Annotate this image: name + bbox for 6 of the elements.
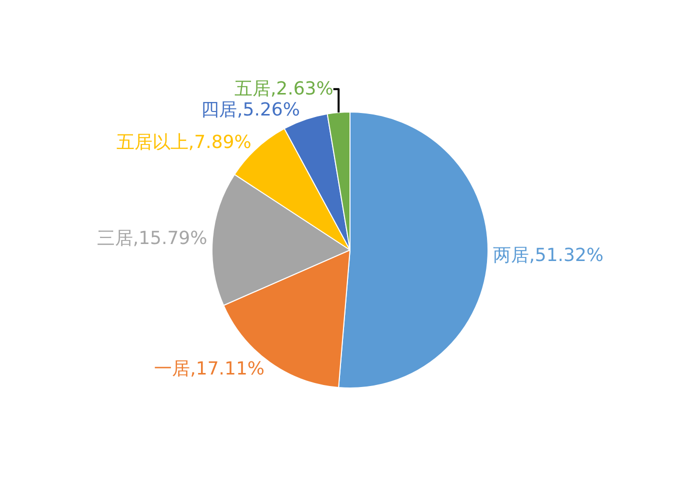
slice-label: 两居,51.32%	[493, 245, 604, 266]
slice-label: 五居以上,7.89%	[116, 132, 252, 154]
slice-label: 三居,15.79%	[96, 228, 208, 249]
slice-label: 一居,17.11%	[154, 358, 265, 380]
slice-label: 四居,5.26%	[201, 100, 300, 121]
slice-label: 五居,2.63%	[234, 78, 334, 100]
